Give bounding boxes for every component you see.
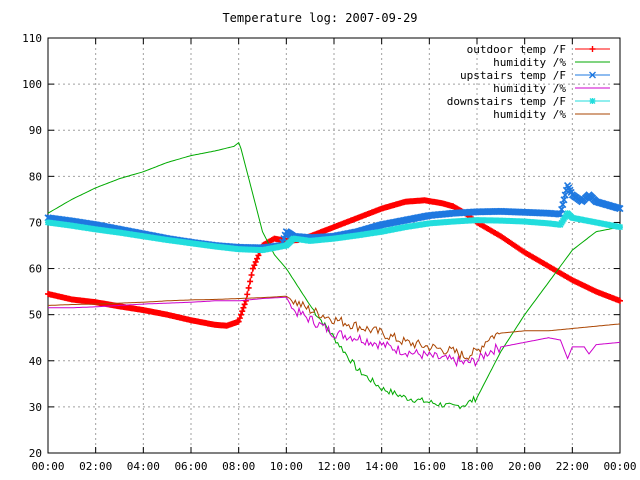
legend-label: humidity /% <box>493 82 566 95</box>
legend-label: humidity /% <box>493 56 566 69</box>
y-tick-label: 70 <box>29 216 42 229</box>
legend-marker <box>589 71 596 79</box>
x-tick-label: 08:00 <box>222 460 255 473</box>
legend-item: outdoor temp /F <box>467 43 610 56</box>
legend-item: downstairs temp /F <box>447 95 610 108</box>
legend-label: outdoor temp /F <box>467 43 566 56</box>
y-tick-label: 40 <box>29 355 42 368</box>
legend-item: humidity /% <box>493 56 610 69</box>
series-line <box>48 296 621 368</box>
series-1 <box>47 141 621 410</box>
x-tick-label: 16:00 <box>413 460 446 473</box>
series-markers <box>44 210 624 254</box>
y-tick-label: 50 <box>29 309 42 322</box>
y-tick-label: 80 <box>29 170 42 183</box>
legend-item: upstairs temp /F <box>460 69 610 82</box>
legend-label: upstairs temp /F <box>460 69 566 82</box>
legend-item: humidity /% <box>493 108 610 121</box>
x-tick-label: 14:00 <box>365 460 398 473</box>
x-tick-label: 12:00 <box>317 460 350 473</box>
legend-label: downstairs temp /F <box>447 95 566 108</box>
series-4 <box>44 210 624 254</box>
legend-label: humidity /% <box>493 108 566 121</box>
x-tick-label: 22:00 <box>556 460 589 473</box>
series-5 <box>48 295 621 361</box>
series-3 <box>48 296 621 368</box>
x-tick-label: 10:00 <box>270 460 303 473</box>
y-tick-label: 60 <box>29 263 42 276</box>
x-tick-label: 02:00 <box>79 460 112 473</box>
series-line <box>48 295 621 361</box>
series-line <box>47 141 621 410</box>
grid <box>48 38 620 453</box>
legend-item: humidity /% <box>493 82 610 95</box>
x-tick-label: 04:00 <box>127 460 160 473</box>
axis-ticks: 20 30 40 50 60 70 80 90 100 110 00:00 02:00 04:00 06:… <box>22 32 636 473</box>
x-tick-label: 06:00 <box>174 460 207 473</box>
y-tick-label: 90 <box>29 124 42 137</box>
y-tick-label: 100 <box>22 78 42 91</box>
y-tick-label: 20 <box>29 447 42 460</box>
series-group <box>44 141 624 410</box>
x-tick-label: 18:00 <box>460 460 493 473</box>
y-tick-label: 30 <box>29 401 42 414</box>
legend-marker <box>589 98 596 104</box>
legend-marker <box>589 46 596 52</box>
y-tick-label: 110 <box>22 32 42 45</box>
x-tick-label: 20:00 <box>508 460 541 473</box>
x-tick-label: 00:00 <box>603 460 636 473</box>
x-tick-label: 00:00 <box>31 460 64 473</box>
chart-title: Temperature log: 2007-09-29 <box>222 11 417 25</box>
